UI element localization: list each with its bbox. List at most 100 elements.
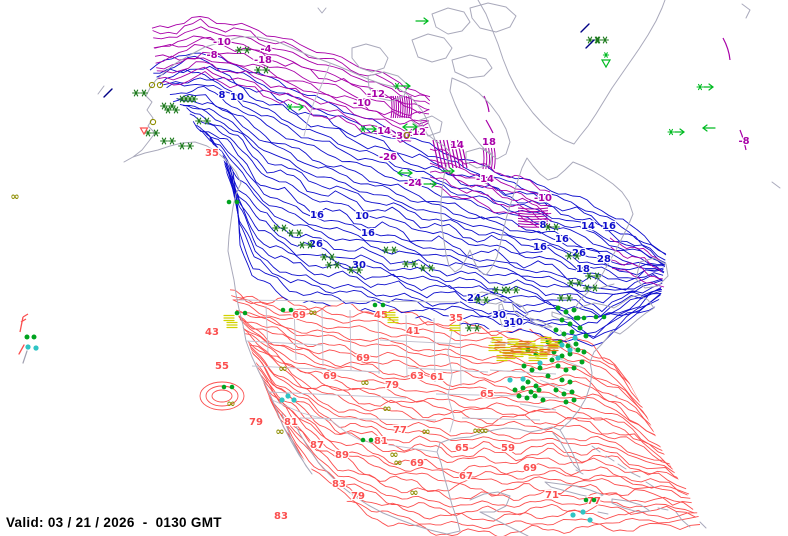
rain1-symbol <box>563 367 569 373</box>
rain1-symbol <box>573 341 579 347</box>
contour-label: 69 <box>292 310 306 321</box>
redseg-symbol <box>18 344 25 355</box>
snow2-symbol <box>132 89 148 97</box>
svg-text:∞: ∞ <box>226 397 235 410</box>
contour-label: 30 <box>492 310 506 321</box>
teal1-symbol <box>587 517 593 523</box>
contour-label: 69 <box>523 463 537 474</box>
rain1-symbol <box>563 399 569 405</box>
circ1-symbol <box>403 131 411 139</box>
rain1-symbol <box>532 393 538 399</box>
snow2-symbol <box>382 246 398 254</box>
rain1-symbol <box>536 387 542 393</box>
contour-label: 55 <box>215 361 229 372</box>
fog-symbol <box>449 324 461 332</box>
snow2-symbol <box>557 294 573 302</box>
rain1-symbol <box>571 397 577 403</box>
fogo-symbol <box>502 349 514 357</box>
rain1-symbol <box>577 325 583 331</box>
rain1-symbol <box>565 343 571 349</box>
rain1-symbol <box>516 393 522 399</box>
blowsnow-symbol <box>696 83 714 91</box>
contour-label: 69 <box>356 353 370 364</box>
rain1-symbol <box>583 333 589 339</box>
contour-label: -18 <box>254 55 272 66</box>
teal1-symbol <box>291 397 297 403</box>
snow2-symbol <box>144 129 160 137</box>
fogo-symbol <box>494 341 506 349</box>
fog-symbol <box>536 352 548 360</box>
contour-label: 14 <box>581 221 595 232</box>
contour-label: -4 <box>260 44 271 55</box>
contour-label: 79 <box>351 491 365 502</box>
teal1-symbol <box>285 393 291 399</box>
border-us-canada <box>237 299 461 303</box>
teal1-symbol <box>559 342 565 348</box>
rain1-symbol <box>575 347 581 353</box>
snow2-symbol <box>164 106 180 114</box>
rain2-symbol <box>234 310 248 316</box>
rain1-symbol <box>559 377 565 383</box>
arrow-r-symbol <box>415 17 429 25</box>
haze-symbol: ∞ <box>472 424 481 437</box>
snow2-symbol <box>195 117 211 125</box>
shower-g-symbol <box>600 52 612 69</box>
rain1-symbol <box>559 317 565 323</box>
contour-band <box>149 52 667 347</box>
rain1-symbol <box>540 397 546 403</box>
rain2-symbol <box>280 307 294 313</box>
rain1-symbol <box>555 363 561 369</box>
haze-symbol: ∞ <box>226 397 235 410</box>
teal1-symbol <box>537 360 543 366</box>
contour-label: 61 <box>430 372 444 383</box>
blowsnow-symbol <box>667 128 685 136</box>
contour-label: 71 <box>545 490 559 501</box>
fogo-symbol <box>526 346 538 354</box>
contour-label: 69 <box>410 458 424 469</box>
contour-label: 69 <box>323 371 337 382</box>
contour-label: -10 <box>353 98 371 109</box>
blowsnow-symbol <box>359 125 377 133</box>
rain1-symbol <box>553 387 559 393</box>
snow2-symbol <box>272 224 288 232</box>
contour-label: 28 <box>597 254 611 265</box>
contour-label: 59 <box>501 443 515 454</box>
shower-r-symbol <box>139 127 149 136</box>
svg-text:∞: ∞ <box>360 376 369 389</box>
rain1-symbol <box>571 365 577 371</box>
teal1-symbol <box>567 347 573 353</box>
island-victoria <box>367 71 409 102</box>
snow2-symbol <box>402 260 418 268</box>
snow2-symbol <box>544 223 560 231</box>
rain1-symbol <box>520 385 526 391</box>
contour-label: -14 <box>373 126 391 137</box>
island-cuba <box>544 481 604 499</box>
rain1-symbol <box>529 367 535 373</box>
contour-label: 83 <box>332 479 346 490</box>
snow2-symbol <box>160 102 176 110</box>
island-ellesmere <box>469 2 517 33</box>
gray-streak-symbol <box>22 350 28 364</box>
rain1-symbol <box>559 353 565 359</box>
contour-label: 87 <box>310 440 324 451</box>
teal1-symbol <box>520 376 526 382</box>
island-devon <box>451 54 493 79</box>
snow2-symbol <box>347 266 363 274</box>
haze-symbol: ∞ <box>421 425 430 438</box>
contour-label: 89 <box>335 450 349 461</box>
island-hispaniola <box>611 498 651 513</box>
contour-label: 16 <box>361 228 375 239</box>
contour-label: 10 <box>509 317 523 328</box>
snow2-symbol <box>320 253 336 261</box>
snow2-symbol <box>504 286 520 294</box>
snow2-symbol <box>465 324 481 332</box>
contour-band <box>229 289 701 536</box>
contour-label: 30 <box>352 260 366 271</box>
fog-symbol <box>226 321 238 329</box>
island-melville <box>431 7 471 35</box>
snow2-symbol <box>419 264 435 272</box>
isotherm-contours <box>149 16 701 536</box>
contour-label: 35 <box>205 148 219 159</box>
contour-label: 81 <box>374 436 388 447</box>
coast-gulf <box>436 426 581 535</box>
